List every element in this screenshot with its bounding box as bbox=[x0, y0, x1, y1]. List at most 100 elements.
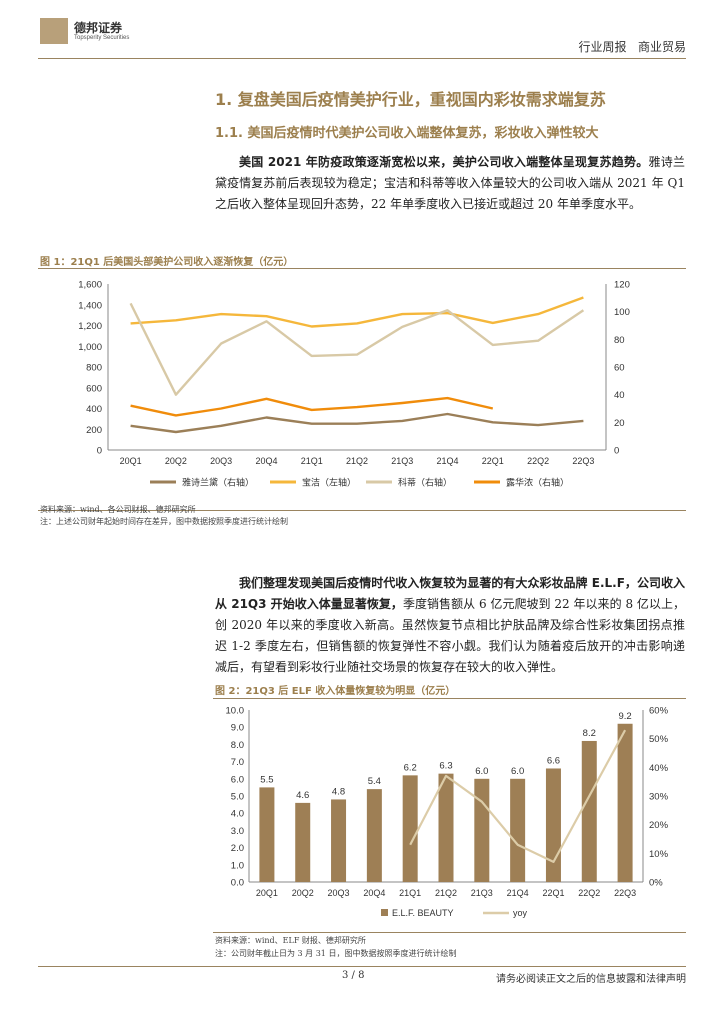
y-tick-label-left: 1,600 bbox=[78, 280, 102, 291]
y-tick-label-left: 1,000 bbox=[78, 342, 102, 353]
bar-data-label: 8.2 bbox=[583, 728, 596, 739]
y-tick-label-left: 5.0 bbox=[231, 792, 244, 803]
x-tick-label: 21Q2 bbox=[346, 456, 368, 466]
y-tick-label-left: 400 bbox=[86, 404, 102, 415]
bar bbox=[295, 802, 311, 882]
bar-data-label: 6.0 bbox=[511, 766, 524, 777]
y-tick-label-right: 0 bbox=[614, 446, 619, 457]
footer-divider bbox=[38, 966, 686, 967]
series-line bbox=[130, 296, 584, 328]
legend-swatch bbox=[381, 909, 388, 916]
header-divider bbox=[38, 58, 686, 59]
legend-label: 露华浓（右轴） bbox=[506, 477, 569, 488]
company-logo bbox=[40, 18, 68, 44]
bar bbox=[259, 787, 275, 882]
bar bbox=[331, 799, 347, 882]
bar-data-label: 9.2 bbox=[618, 711, 631, 722]
legal-disclaimer: 请务必阅读正文之后的信息披露和法律声明 bbox=[496, 974, 686, 985]
y-tick-label-right: 120 bbox=[614, 280, 630, 291]
y-tick-label-left: 9.0 bbox=[231, 723, 244, 734]
y-tick-label-right: 100 bbox=[614, 307, 630, 318]
y-tick-label-right: 40% bbox=[649, 763, 669, 774]
x-tick-label: 22Q3 bbox=[614, 888, 636, 898]
figure-1-chart: 0 200 400 600 800 1,000 1,200 1,400 1,600 0 20 40 60… bbox=[78, 280, 630, 488]
bar bbox=[617, 723, 633, 882]
y-tick-label-left: 3.0 bbox=[231, 826, 244, 837]
section-heading: 1. 复盘美国后疫情美护行业，重视国内彩妆需求端复苏 bbox=[215, 90, 606, 109]
figure-2-chart: 0.0 1.0 2.0 3.0 4.0 5.0 6.0 7.0 8.0 9.0 10.0 0% 10% 2… bbox=[226, 706, 669, 919]
bar-data-label: 6.6 bbox=[547, 755, 560, 766]
y-tick-label-left: 1,200 bbox=[78, 321, 102, 332]
x-tick-label: 21Q2 bbox=[435, 888, 457, 898]
legend-label: E.L.F. BEAUTY bbox=[392, 908, 454, 918]
bar-data-label: 5.5 bbox=[260, 774, 273, 785]
figure-1-source: 资料来源：wind、各公司财报、德邦研究所 bbox=[40, 505, 196, 514]
y-tick-label-right: 20% bbox=[649, 820, 669, 831]
x-tick-label: 21Q3 bbox=[391, 456, 413, 466]
series-line bbox=[129, 302, 585, 396]
y-tick-label-left: 10.0 bbox=[226, 706, 245, 717]
x-tick-label: 20Q1 bbox=[256, 888, 278, 898]
legend-label: 雅诗兰黛（右轴） bbox=[182, 477, 254, 488]
paragraph-2: 我们整理发现美国后疫情时代收入恢复较为显著的有大众彩妆品牌 E.L.F，公司收入… bbox=[215, 573, 685, 678]
y-tick-label-left: 6.0 bbox=[231, 774, 244, 785]
x-tick-label: 21Q4 bbox=[437, 456, 459, 466]
x-tick-label: 22Q2 bbox=[578, 888, 600, 898]
company-name-en: Topsperity Securities bbox=[74, 35, 130, 41]
x-tick-label: 20Q2 bbox=[165, 456, 187, 466]
bar-data-label: 6.2 bbox=[404, 762, 417, 773]
y-tick-label-right: 80 bbox=[614, 335, 625, 346]
figure-1-note: 注：上述公司财年起始时间存在差异，图中数据按照季度进行统计绘制 bbox=[40, 517, 288, 526]
sector-name: 商业贸易 bbox=[637, 40, 686, 54]
bar-data-label: 5.4 bbox=[368, 776, 381, 787]
bar bbox=[510, 778, 526, 882]
legend-label: 宝洁（左轴） bbox=[302, 477, 356, 488]
figure-2-top-rule bbox=[213, 698, 686, 699]
x-tick-label: 20Q2 bbox=[292, 888, 314, 898]
x-tick-label: 20Q3 bbox=[210, 456, 232, 466]
bar bbox=[581, 740, 597, 882]
x-tick-label: 22Q1 bbox=[542, 888, 564, 898]
legend-label: yoy bbox=[513, 908, 528, 918]
bar bbox=[402, 775, 418, 882]
x-tick-label: 21Q1 bbox=[399, 888, 421, 898]
x-tick-label: 21Q1 bbox=[301, 456, 323, 466]
legend-label: 科蒂（右轴） bbox=[398, 477, 452, 488]
y-tick-label-left: 800 bbox=[86, 363, 102, 374]
page-number: 3 / 8 bbox=[342, 970, 365, 981]
bar-data-label: 4.6 bbox=[296, 790, 309, 801]
y-tick-label-left: 7.0 bbox=[231, 757, 244, 768]
y-tick-label-right: 50% bbox=[649, 734, 669, 745]
y-tick-label-right: 10% bbox=[649, 849, 669, 860]
y-tick-label-right: 40 bbox=[614, 390, 625, 401]
x-tick-label: 21Q3 bbox=[471, 888, 493, 898]
series-line bbox=[130, 412, 584, 434]
x-tick-label: 20Q3 bbox=[328, 888, 350, 898]
figure-1-bottom-rule bbox=[38, 510, 686, 511]
bar bbox=[438, 773, 454, 882]
figure-2-bottom-rule bbox=[213, 932, 686, 933]
bar-data-label: 6.0 bbox=[475, 766, 488, 777]
y-tick-label-left: 600 bbox=[86, 383, 102, 394]
x-tick-label: 20Q1 bbox=[120, 456, 142, 466]
series-line bbox=[130, 396, 494, 417]
y-tick-label-right: 20 bbox=[614, 418, 625, 429]
x-tick-label: 20Q4 bbox=[255, 456, 277, 466]
y-tick-label-right: 0% bbox=[649, 878, 663, 889]
company-name: 德邦证券 bbox=[74, 21, 123, 35]
y-tick-label-right: 60 bbox=[614, 363, 625, 374]
bar bbox=[545, 768, 561, 882]
figure-2-source: 资料来源：wind、ELF 财报、德邦研究所 bbox=[215, 936, 366, 945]
paragraph-1-lead: 美国 2021 年防疫政策逐渐宽松以来，美护公司收入端整体呈现复苏趋势。 bbox=[239, 155, 649, 169]
paragraph-1-body: 雅诗兰黛疫情复苏前后表现较为稳定；宝洁和科蒂等收入体量较大的公司收入端从 202… bbox=[215, 155, 685, 211]
y-tick-label-left: 0 bbox=[97, 446, 102, 457]
bar bbox=[474, 778, 490, 882]
y-tick-label-right: 30% bbox=[649, 792, 669, 803]
bar-data-label: 6.3 bbox=[439, 761, 452, 772]
bar-data-label: 4.8 bbox=[332, 786, 345, 797]
y-tick-label-right: 60% bbox=[649, 706, 669, 717]
subsection-heading: 1.1. 美国后疫情时代美护公司收入端整体复苏，彩妆收入弹性较大 bbox=[215, 126, 599, 141]
report-category: 行业周报 商业贸易 bbox=[579, 38, 686, 55]
paragraph-2-lead: 我们整理发现美国后疫情时代收入恢复较为显著的有大众彩妆品牌 E.L.F，公司收入… bbox=[215, 576, 685, 611]
paragraph-2-body: 季度销售额从 6 亿元爬坡到 22 年以来的 8 亿以上，创 2020 年以来的… bbox=[215, 597, 685, 674]
